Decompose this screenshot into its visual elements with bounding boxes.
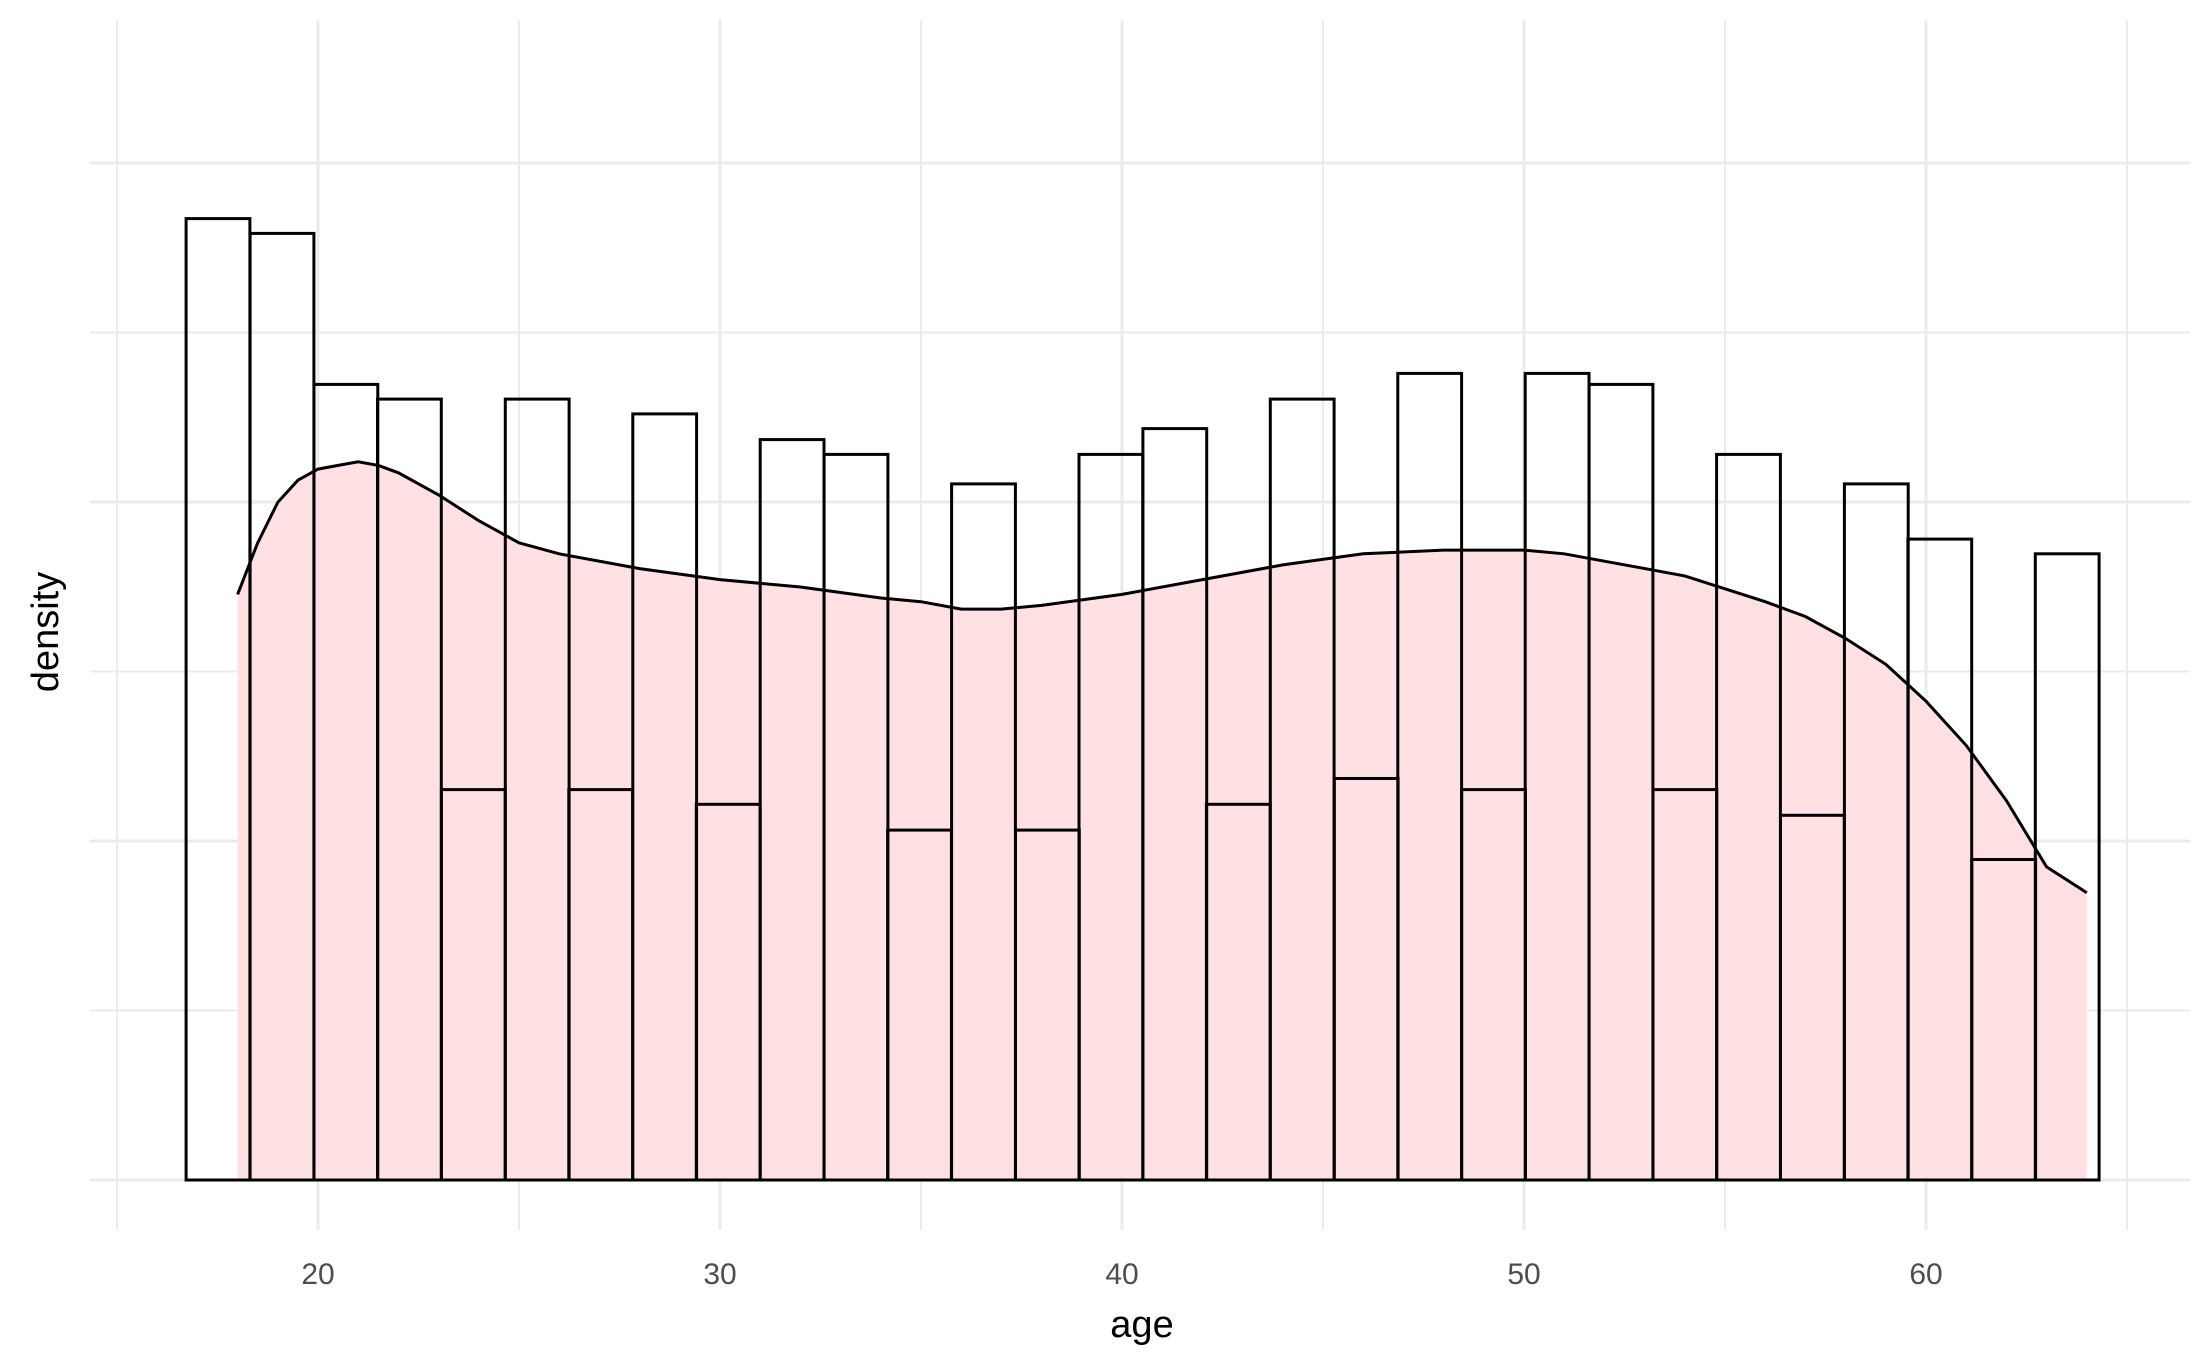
x-tick-label: 60 (1909, 1258, 1942, 1291)
x-tick-label: 50 (1507, 1258, 1540, 1291)
x-tick-label: 40 (1105, 1258, 1138, 1291)
density-fill-layer (237, 461, 2087, 1180)
histogram-bar (631, 412, 699, 1182)
histogram-bar (822, 452, 890, 1182)
histogram-bars (184, 217, 2101, 1182)
density-curve-layer (236, 460, 2088, 894)
density-area (237, 461, 2087, 1180)
y-axis-label: density (25, 572, 67, 692)
histogram-bar (2033, 552, 2101, 1182)
density-curve (236, 460, 2088, 894)
x-axis-label: age (1110, 1304, 1173, 1346)
x-tick-label: 20 (301, 1258, 334, 1291)
x-tick-label: 30 (703, 1258, 736, 1291)
x-tick-labels: 20 30 40 50 60 (301, 1258, 1942, 1291)
histogram-bar (1396, 371, 1464, 1182)
histogram-bar (1587, 382, 1655, 1182)
